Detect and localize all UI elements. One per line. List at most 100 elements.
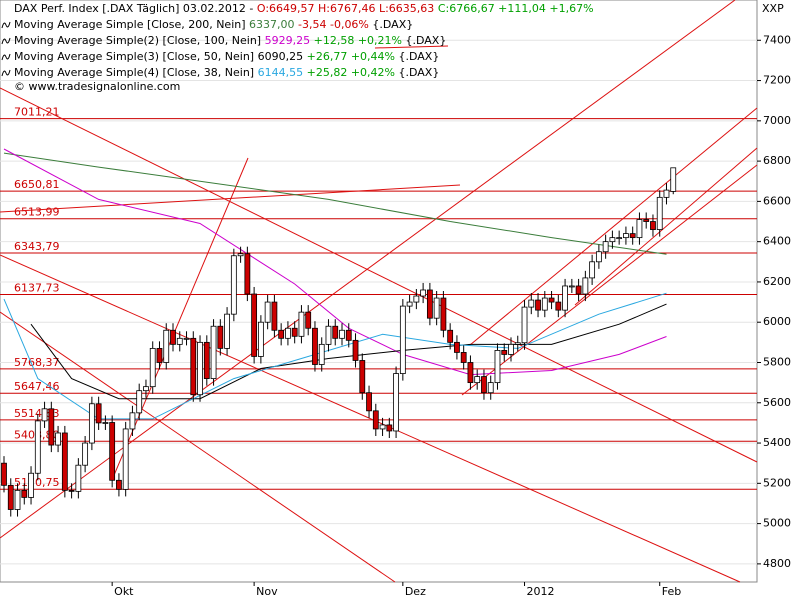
- candle-body: [298, 311, 305, 337]
- candle-body: [535, 299, 541, 311]
- legend-change: +12,58 +0,21%: [314, 34, 402, 47]
- candle-body: [460, 352, 467, 363]
- candle-body: [656, 196, 663, 230]
- candle-body: [224, 313, 230, 349]
- candle-body: [68, 489, 75, 492]
- candle-body: [271, 301, 278, 331]
- legend-entry: Moving Average Simple(2) [Close, 100, Ne…: [14, 34, 446, 47]
- candle-body: [589, 261, 596, 279]
- candle-body: [670, 167, 677, 192]
- level-label: 5170,75: [14, 476, 60, 489]
- candle-body: [379, 424, 386, 430]
- legend-icon: [1, 21, 11, 29]
- y-tick-label: 7000: [763, 114, 791, 127]
- candle-body: [88, 403, 95, 444]
- y-tick-label: 5600: [763, 396, 791, 409]
- level-label: 6137,73: [14, 281, 60, 294]
- y-tick-label: 6000: [763, 315, 791, 328]
- legend-name: Moving Average Simple [Close, 200, Nein]: [14, 18, 246, 31]
- header-ohl: O:6649,57 H:6767,46 L:6635,63: [257, 2, 434, 15]
- candle-body: [197, 341, 203, 396]
- candle-body: [217, 325, 224, 349]
- candle-body: [203, 341, 210, 380]
- legend-change: -3,54 -0,06%: [298, 18, 369, 31]
- candle-body: [230, 255, 237, 315]
- candle-body: [595, 251, 602, 263]
- candle-body: [332, 325, 339, 339]
- source: © www.tradesignalonline.com: [14, 80, 180, 93]
- legend-value: 6337,00: [249, 18, 295, 31]
- legend: Moving Average Simple [Close, 200, Nein]…: [1, 18, 446, 79]
- candle-body: [325, 325, 332, 345]
- ma-line: [3, 148, 667, 376]
- candle-body: [244, 253, 251, 295]
- candle-body: [95, 403, 102, 424]
- legend-suffix: {.DAX}: [405, 34, 446, 47]
- candle-body: [183, 337, 190, 340]
- candle-body: [41, 408, 48, 422]
- x-tick-label: Dez: [405, 585, 426, 598]
- candle-body: [291, 327, 298, 337]
- y-tick-label: 6200: [763, 275, 791, 288]
- candle-body: [278, 329, 285, 339]
- candle-body: [433, 297, 440, 319]
- candle-body: [34, 420, 41, 474]
- level-label: 5768,37: [14, 356, 60, 369]
- candle-body: [616, 237, 623, 240]
- candle-body: [7, 484, 14, 510]
- y-tick-label: 7400: [763, 33, 791, 46]
- trend-line: [374, 45, 449, 49]
- legend-icon: [1, 53, 11, 61]
- candle-body: [487, 382, 494, 394]
- candle-body: [508, 343, 514, 355]
- candle-body: [555, 301, 562, 311]
- candle-body: [528, 299, 535, 308]
- candle-body: [386, 424, 393, 432]
- level-label: 6513,99: [14, 206, 60, 219]
- candle-body: [61, 432, 68, 491]
- candle-body: [109, 422, 116, 481]
- candle-body: [305, 311, 312, 329]
- candle-body: [399, 305, 406, 374]
- candle-body: [129, 412, 136, 430]
- candle-body: [494, 350, 501, 384]
- legend-suffix: {.DAX}: [372, 18, 413, 31]
- trend-line: [0, 184, 461, 213]
- candle-body: [1, 462, 7, 486]
- candle-body: [55, 432, 61, 446]
- level-label: 6650,81: [14, 178, 60, 191]
- candle-body: [210, 325, 217, 380]
- level-label: 6343,79: [14, 240, 60, 253]
- x-tick-label: 2012: [527, 585, 555, 598]
- y-tick-label: 5200: [763, 476, 791, 489]
- legend-entry: Moving Average Simple(3) [Close, 50, Nei…: [14, 50, 439, 63]
- candle-body: [285, 327, 291, 339]
- candle-body: [602, 241, 609, 253]
- candle-body: [454, 341, 460, 353]
- candle-body: [474, 376, 481, 384]
- legend-value: 6090,25: [258, 50, 304, 63]
- y-tick-label: 4800: [763, 557, 791, 570]
- candle-body: [426, 289, 433, 319]
- candle-body: [359, 360, 366, 394]
- header-close: C:6766,67 +111,04 +1,67%: [438, 2, 594, 15]
- candle-body: [136, 390, 143, 414]
- candle-body: [48, 408, 55, 446]
- candle-body: [548, 297, 555, 303]
- legend-change: +25,82 +0,42%: [307, 66, 395, 79]
- trend-lines: [0, 0, 758, 583]
- trend-line: [0, 311, 396, 583]
- candle-body: [312, 327, 318, 365]
- x-tick-label: Nov: [256, 585, 278, 598]
- candle-body: [82, 442, 89, 466]
- candle-body: [352, 339, 359, 361]
- header: DAX Perf. Index [.DAX Täglich] 03.02.201…: [14, 2, 594, 15]
- legend-name: Moving Average Simple(4) [Close, 38, Nei…: [14, 66, 254, 79]
- candle-body: [257, 321, 264, 357]
- axis-label: XXP: [762, 2, 784, 15]
- candle-body: [643, 219, 650, 222]
- level-label: 7011,21: [14, 106, 60, 119]
- x-tick-label: Okt: [114, 585, 134, 598]
- candle-body: [568, 285, 575, 288]
- x-tick-label: Feb: [662, 585, 681, 598]
